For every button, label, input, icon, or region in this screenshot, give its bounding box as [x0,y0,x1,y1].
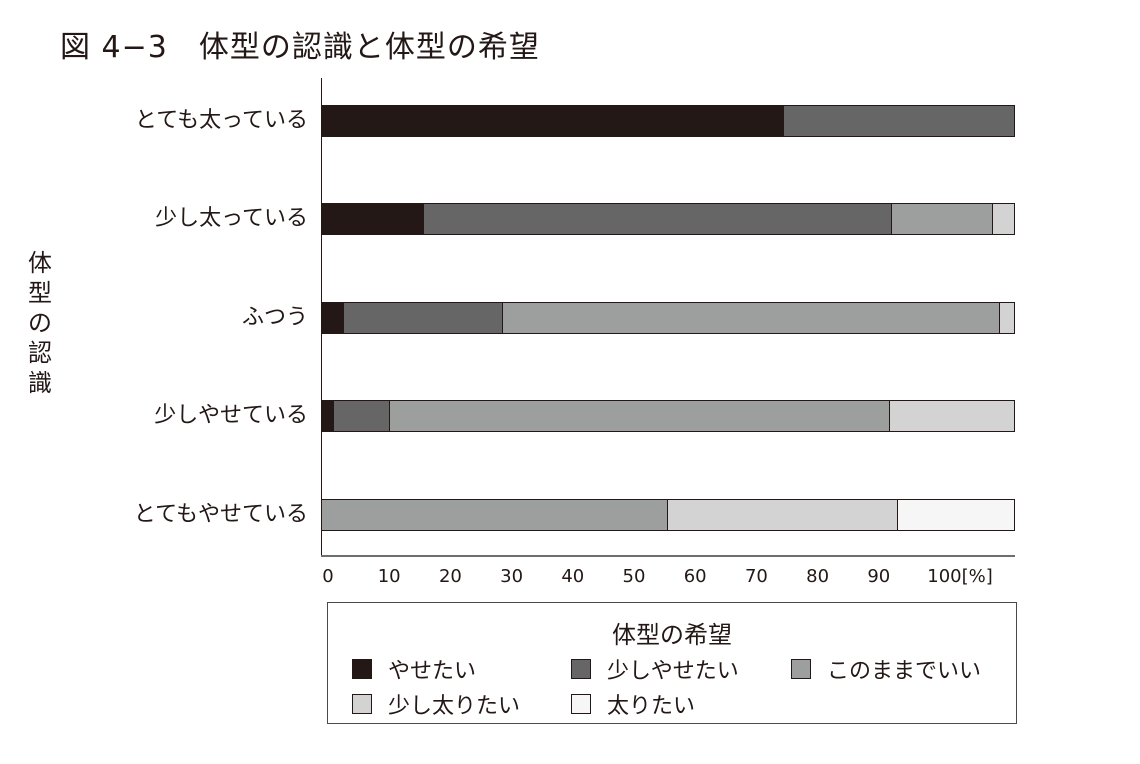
x-tick-label: 70 [744,566,768,587]
legend-item-yasetai: やせたい [352,653,476,685]
bar-segment [668,500,899,530]
row-label: 少しやせている [154,403,308,428]
stacked-bar [321,400,1015,432]
bar-segment [423,204,892,234]
legend-swatch [571,659,591,679]
bar-segment [1000,303,1014,333]
y-axis-label-char: 型 [28,279,52,307]
bar-segment [389,401,891,431]
chart-title: 図 4−3 体型の認識と体型の希望 [60,30,540,65]
x-axis-line [321,555,1015,557]
bar-segment [783,106,1014,136]
bar-segment [333,401,390,431]
bar-segment [322,500,668,530]
y-axis-label-char: 識 [28,369,52,397]
legend-swatch [791,659,811,679]
stacked-bar [321,302,1015,334]
x-tick-label: 40 [561,566,585,587]
legend-label: 太りたい [607,694,696,719]
legend-swatch [352,659,372,679]
y-axis-label: 体 型 の 認 識 [24,248,56,398]
legend-item-sukoshi-yasetai: 少しやせたい [571,653,739,685]
x-tick-label: 60 [683,566,707,587]
x-tick-label: 30 [500,566,524,587]
legend-label: 少しやせたい [607,659,739,684]
bar-segment [322,106,784,136]
legend-item-futoritai: 太りたい [571,688,695,720]
legend-label: やせたい [388,659,477,684]
y-axis-label-char: 体 [28,249,52,277]
x-tick-label: 20 [438,566,462,587]
bar-segment [322,401,334,431]
y-axis-label-char: の [28,309,52,337]
bar-segment [344,303,503,333]
legend-label: このままでいい [827,659,982,684]
x-tick-label: 80 [806,566,830,587]
x-tick-label: 50 [622,566,646,587]
bar-segment [322,303,345,333]
y-axis-label-char: 認 [28,339,52,367]
row-label: 少し太っている [155,206,308,231]
x-tick-label: 10 [377,566,401,587]
bar-segment [890,401,1014,431]
stacked-bar [321,203,1015,235]
x-tick-label: 100[%] [927,566,993,587]
legend-label: 少し太りたい [388,694,521,719]
bar-segment [898,500,1014,530]
stacked-bar [321,105,1015,137]
bar-segment [891,204,994,234]
bar-segment [502,303,1001,333]
legend: 体型の希望 やせたい 少しやせたい このままでいい 少し太りたい 太りたい [327,602,1017,724]
bar-segment [993,204,1014,234]
stacked-bar [321,499,1015,531]
x-tick-label: 0 [322,566,334,587]
row-label: とてもやせている [133,502,308,527]
bar-segment [322,204,424,234]
legend-swatch [571,694,591,714]
legend-item-sukoshi-futoritai: 少し太りたい [352,688,520,720]
row-label: ふつう [241,305,308,330]
row-label: とても太っている [134,108,308,133]
x-tick-label: 90 [867,566,891,587]
legend-item-konomama: このままでいい [791,653,981,685]
legend-swatch [352,694,372,714]
legend-title: 体型の希望 [612,621,732,649]
